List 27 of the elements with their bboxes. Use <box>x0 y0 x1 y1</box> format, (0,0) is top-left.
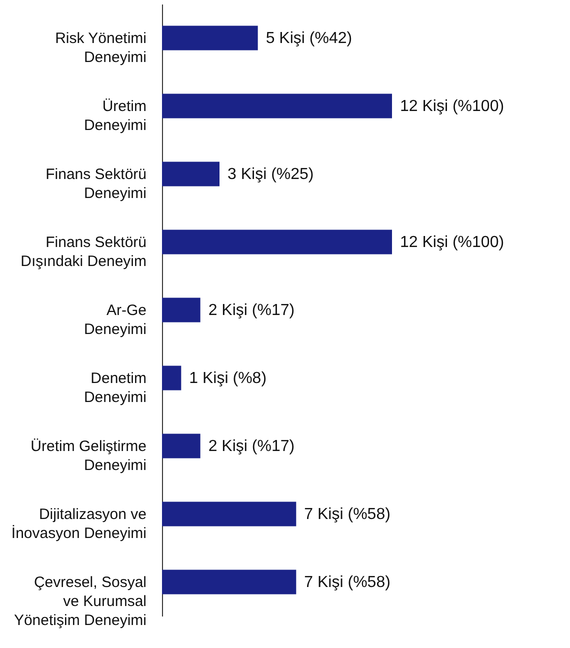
bar <box>162 162 220 186</box>
bar <box>162 298 200 322</box>
data-label: 1 Kişi (%8) <box>189 370 267 387</box>
y-tick-label: Ar-Ge Deneyimi <box>84 302 146 338</box>
y-tick-label: Çevresel, Sosyal ve Kurumsal Yönetişim Deneyimi <box>14 574 146 629</box>
data-label: 12 Kişi (%100) <box>400 98 504 115</box>
data-label: 3 Kişi (%25) <box>228 166 314 183</box>
data-label: 2 Kişi (%17) <box>208 438 295 455</box>
data-label: 12 Kişi (%100) <box>400 234 504 251</box>
y-tick-label: Denetim Deneyimi <box>84 370 146 406</box>
y-tick-label: Üretim Geliştirme Deneyimi <box>30 438 146 474</box>
data-label: 7 Kişi (%58) <box>304 506 390 523</box>
data-label: 5 Kişi (%42) <box>266 30 352 47</box>
y-tick-label: Üretim Deneyimi <box>84 98 146 134</box>
bar <box>162 434 200 458</box>
data-label: 2 Kişi (%17) <box>208 302 295 319</box>
bar <box>162 26 258 50</box>
bar <box>162 502 296 526</box>
bar <box>162 94 392 118</box>
bar <box>162 366 182 390</box>
y-tick-label: Finans Sektörü Deneyimi <box>46 166 146 202</box>
bar <box>162 570 296 594</box>
bar <box>162 230 392 254</box>
y-tick-label: Finans Sektörü Dışındaki Deneyim <box>20 234 146 270</box>
data-label: 7 Kişi (%58) <box>304 574 390 591</box>
y-tick-label: Risk Yönetimi Deneyimi <box>55 30 146 66</box>
y-tick-label: Dijitalizasyon ve İnovasyon Deneyimi <box>11 506 146 542</box>
